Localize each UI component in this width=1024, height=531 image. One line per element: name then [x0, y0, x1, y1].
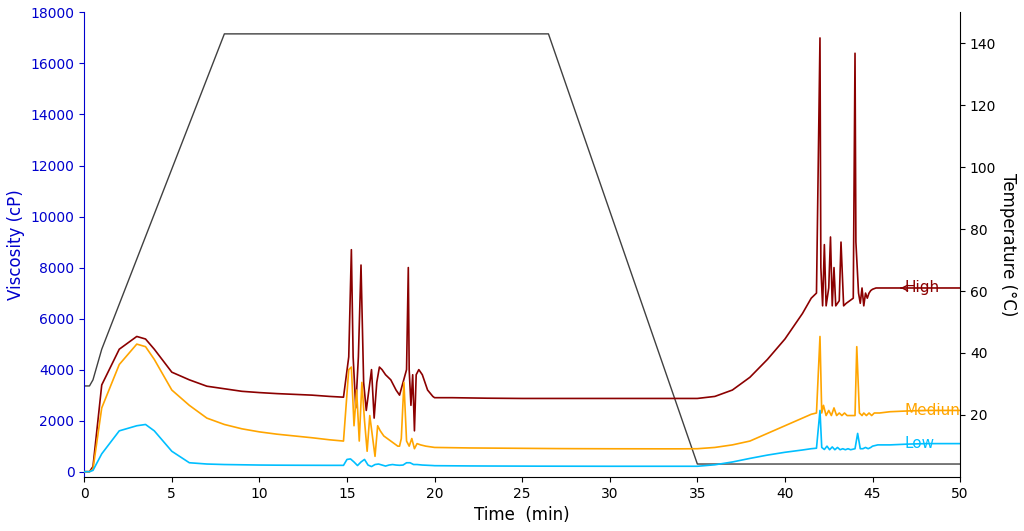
Y-axis label: Temperature (°C): Temperature (°C)	[999, 173, 1017, 316]
Text: Low: Low	[904, 436, 934, 451]
Y-axis label: Viscosity (cP): Viscosity (cP)	[7, 189, 25, 300]
X-axis label: Time  (min): Time (min)	[474, 506, 570, 524]
Text: High: High	[904, 280, 939, 295]
Text: Mediun: Mediun	[904, 403, 959, 418]
